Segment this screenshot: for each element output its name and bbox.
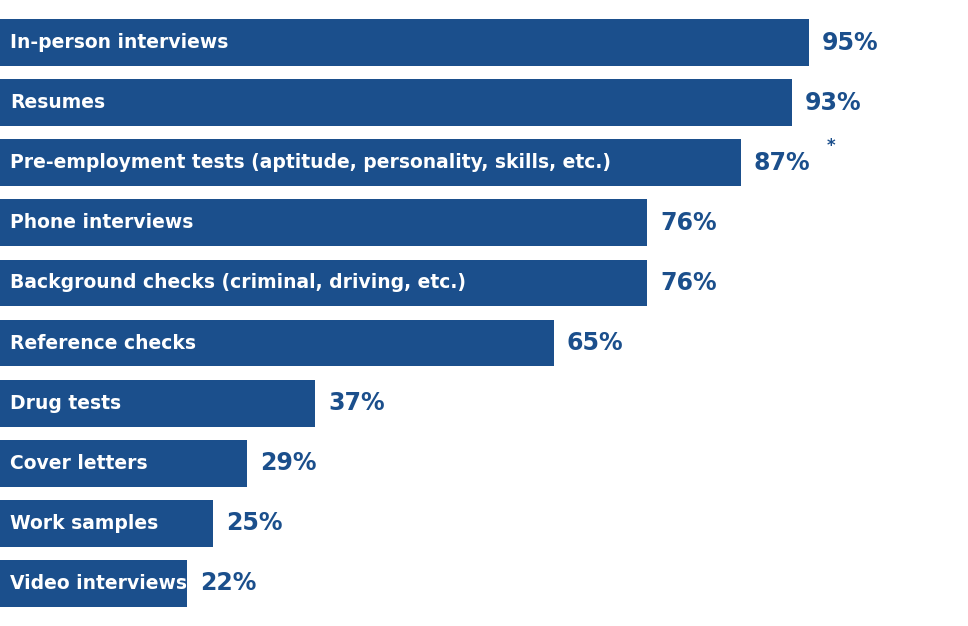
Text: *: *	[827, 137, 835, 155]
Text: In-person interviews: In-person interviews	[11, 33, 228, 52]
Bar	[0, 380, 316, 426]
Text: 93%: 93%	[805, 91, 862, 115]
Text: Cover letters: Cover letters	[11, 454, 148, 473]
Text: Background checks (criminal, driving, etc.): Background checks (criminal, driving, et…	[11, 274, 467, 292]
Text: Phone interviews: Phone interviews	[11, 213, 194, 232]
Text: 37%: 37%	[328, 391, 384, 415]
Bar	[0, 560, 188, 607]
Text: Drug tests: Drug tests	[11, 394, 121, 413]
Bar	[0, 19, 809, 66]
Text: 76%: 76%	[660, 271, 716, 295]
Bar	[0, 260, 648, 306]
Bar	[0, 320, 554, 366]
Text: 76%: 76%	[660, 211, 716, 235]
Text: 25%: 25%	[226, 511, 283, 535]
Text: 22%: 22%	[200, 572, 257, 595]
Text: Pre-employment tests (aptitude, personality, skills, etc.): Pre-employment tests (aptitude, personal…	[11, 153, 611, 172]
Text: 29%: 29%	[259, 451, 317, 475]
Bar	[0, 440, 247, 486]
Text: Reference checks: Reference checks	[11, 334, 197, 352]
Bar	[0, 500, 213, 546]
Text: Video interviews: Video interviews	[11, 574, 187, 593]
Text: 87%: 87%	[754, 151, 810, 175]
Text: Work samples: Work samples	[11, 514, 159, 533]
Text: 65%: 65%	[566, 331, 623, 355]
Bar	[0, 200, 648, 246]
Bar	[0, 140, 741, 186]
Text: Resumes: Resumes	[11, 93, 106, 112]
Bar	[0, 80, 792, 126]
Text: 95%: 95%	[822, 31, 879, 54]
